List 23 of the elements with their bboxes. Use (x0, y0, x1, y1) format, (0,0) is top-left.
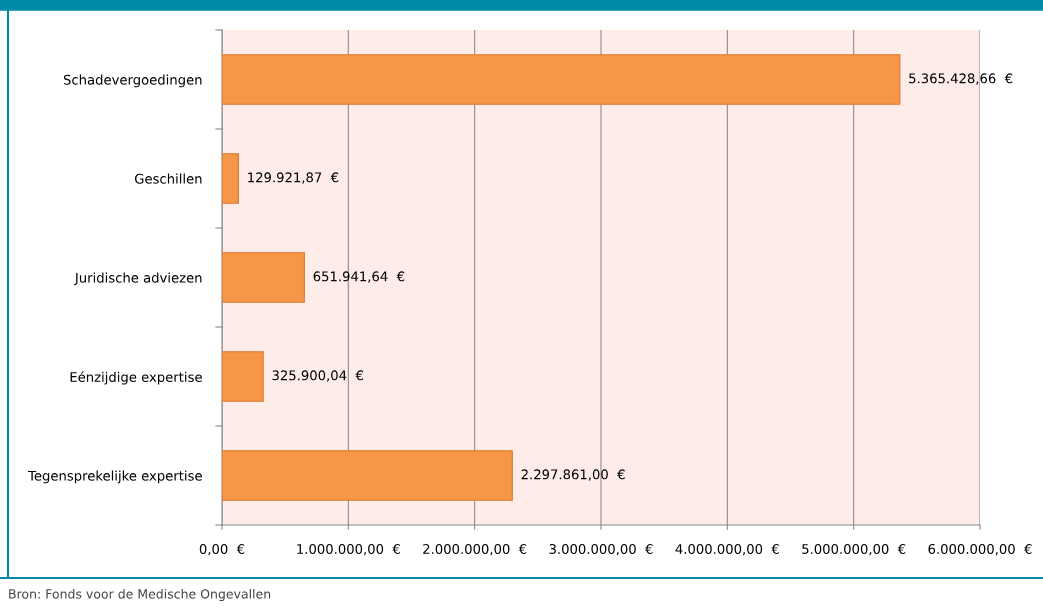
data-label: 2.297.861,00 € (521, 469, 625, 481)
y-tick-label: Juridische adviezen (74, 272, 202, 286)
x-tick-label: 1.000.000,00 € (297, 543, 400, 556)
y-tick-label: Geschillen (134, 173, 202, 184)
data-label: 5.365.428,66 € (909, 73, 1013, 85)
x-tick-label: 3.000.000,00 € (549, 543, 653, 556)
data-label: 129.921,87 € (248, 172, 339, 184)
bar (222, 351, 264, 402)
text: Bron: Fonds voor de Medische Ongevallen (9, 588, 271, 602)
bar (222, 450, 513, 501)
y-tick-label: Tegensprekelijke expertise (28, 470, 202, 484)
bar (222, 54, 901, 105)
y-tick-label: Schadevergoedingen (63, 74, 202, 88)
data-label: 325.900,04 € (272, 370, 363, 382)
x-tick-label: 6.000.000,00 € (928, 543, 1032, 556)
x-tick-label: 4.000.000,00 € (675, 543, 779, 556)
x-tick-label: 0,00 € (199, 543, 245, 556)
x-tick-label: 2.000.000,00 € (423, 543, 527, 556)
data-label: 651.941,64 € (313, 271, 405, 283)
bar (222, 153, 239, 204)
bar (222, 252, 305, 303)
x-tick-label: 5.000.000,00 € (802, 543, 906, 556)
y-tick-label: Eénzijdige expertise (70, 371, 202, 385)
